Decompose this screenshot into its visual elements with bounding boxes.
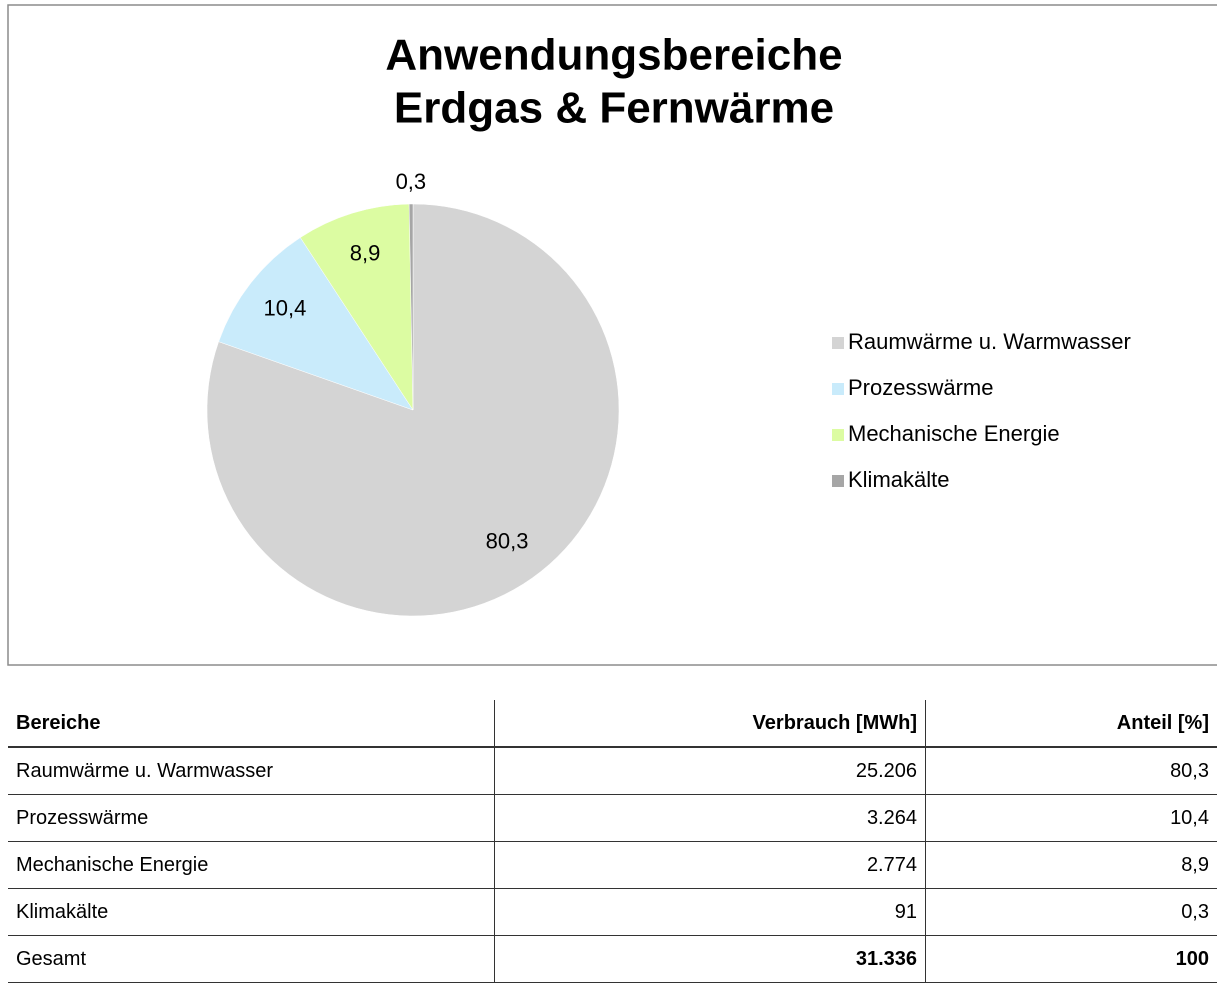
table-cell: Verbrauch [MWh] — [494, 700, 926, 748]
data-label: 80,3 — [486, 529, 529, 554]
table-row: Bereiche Verbrauch [MWh] Anteil [%] — [8, 700, 1217, 748]
table-cell: 91 — [494, 888, 926, 936]
legend-label: Mechanische Energie — [848, 421, 1060, 446]
table-cell: 31.336 — [494, 935, 926, 983]
table-cell: Anteil [%] — [925, 700, 1217, 748]
table-cell: Raumwärme u. Warmwasser — [8, 747, 495, 795]
table-cell: 2.774 — [494, 841, 926, 889]
table-cell: 8,9 — [925, 841, 1217, 889]
legend-swatch — [832, 475, 844, 487]
chart: Anwendungsbereiche Erdgas & Fernwärme 80… — [7, 4, 1217, 666]
pie-slice — [408, 203, 414, 411]
chart-title: Anwendungsbereiche — [385, 31, 842, 80]
table-cell: 10,4 — [925, 794, 1217, 842]
data-label: 8,9 — [350, 240, 381, 265]
legend-swatch — [832, 337, 844, 349]
table-row: Klimakälte 91 0,3 — [8, 888, 1217, 936]
legend-swatch — [832, 383, 844, 395]
table-cell: 80,3 — [925, 747, 1217, 795]
data-label: 0,3 — [396, 169, 427, 194]
legend-label: Klimakälte — [848, 467, 949, 492]
legend-label: Raumwärme u. Warmwasser — [848, 329, 1131, 354]
chart-title: Erdgas & Fernwärme — [394, 84, 834, 133]
legend-label: Prozesswärme — [848, 375, 993, 400]
table-row: Mechanische Energie 2.774 8,9 — [8, 841, 1217, 889]
data-label: 10,4 — [264, 295, 307, 320]
table-cell: Klimakälte — [8, 888, 495, 936]
legend-swatch — [832, 429, 844, 441]
table-cell: Gesamt — [8, 935, 495, 983]
table-row: Raumwärme u. Warmwasser 25.206 80,3 — [8, 747, 1217, 795]
table-cell: 0,3 — [925, 888, 1217, 936]
table-cell: Mechanische Energie — [8, 841, 495, 889]
table-cell: 3.264 — [494, 794, 926, 842]
pie-slice — [218, 237, 414, 411]
table-cell: Bereiche — [8, 700, 495, 748]
pie-slice — [299, 203, 414, 411]
table-cell: 100 — [925, 935, 1217, 983]
table-row: Prozesswärme 3.264 10,4 — [8, 794, 1217, 842]
table: Bereiche Verbrauch [MWh] Anteil [%] Raumwär… — [8, 700, 1217, 983]
table-row: Gesamt 31.336 100 — [8, 935, 1217, 983]
table-cell: 25.206 — [494, 747, 926, 795]
table-cell: Prozesswärme — [8, 794, 495, 842]
chart-frame — [7, 4, 1217, 666]
